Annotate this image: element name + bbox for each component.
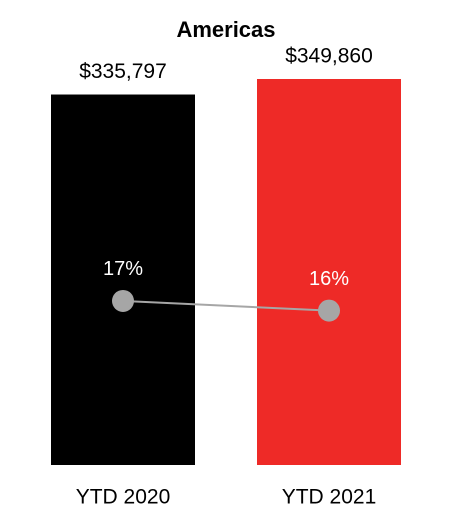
value-label: $349,860: [285, 45, 373, 68]
bar: [257, 79, 401, 465]
value-label: $335,797: [79, 60, 167, 83]
line-value-label: 17%: [103, 258, 143, 280]
line-point: [112, 289, 134, 312]
chart-title: Americas: [176, 17, 275, 42]
line: [122, 299, 330, 312]
line-value-label: 16%: [309, 268, 349, 290]
category-label: YTD 2020: [76, 486, 171, 509]
bar: [51, 94, 195, 465]
line-point: [318, 299, 340, 322]
category-label: YTD 2021: [282, 486, 377, 509]
